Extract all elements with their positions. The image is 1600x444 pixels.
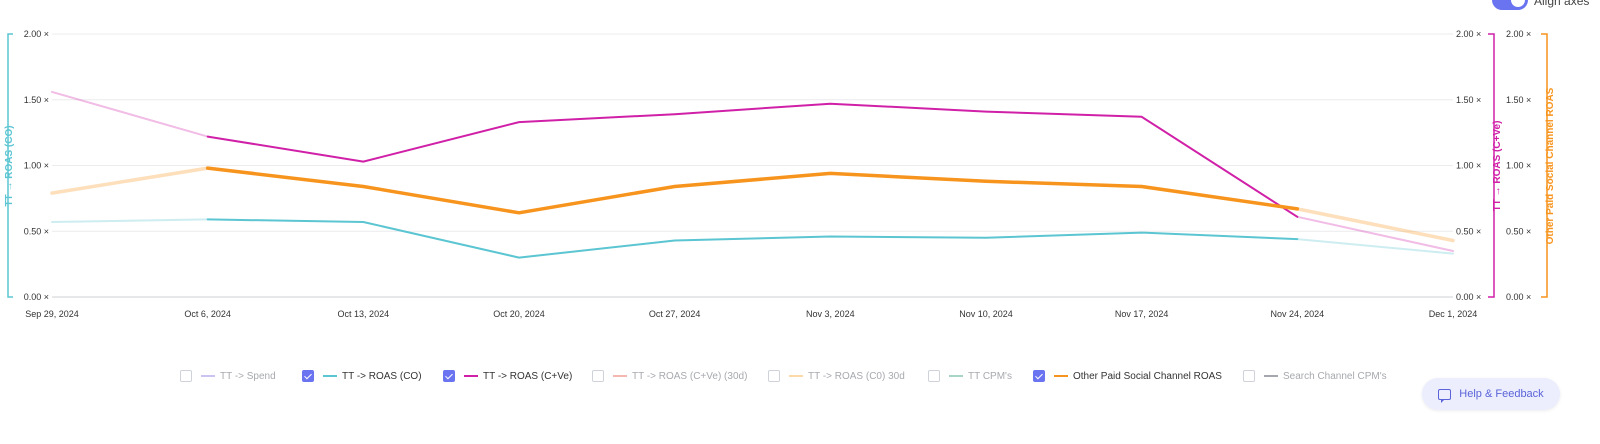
series-line-1 [206,102,1299,218]
x-tick-label: Dec 1, 2024 [1429,309,1478,319]
x-tick-label: Nov 24, 2024 [1271,309,1325,319]
legend-label: TT -> Spend [220,370,276,382]
x-tick-label: Oct 13, 2024 [338,309,390,319]
legend-item-tt-roas-cve[interactable]: TT -> ROAS (C+Ve) [443,366,572,386]
legend-checkbox[interactable] [1033,370,1045,382]
x-tick-label: Sep 29, 2024 [25,309,79,319]
series-line-faded-end [1296,215,1454,252]
legend-item-tt-roas-co[interactable]: TT -> ROAS (CO) [302,366,422,386]
x-tick-label: Nov 10, 2024 [959,309,1013,319]
legend-checkbox[interactable] [443,370,455,382]
legend-swatch [1054,375,1068,377]
legend-item-search-cpms[interactable]: Search Channel CPM's [1243,366,1387,386]
align-axes-label: Align axes [1534,0,1590,8]
legend-swatch [613,375,627,377]
x-tick-label: Oct 20, 2024 [493,309,545,319]
right-axis-2-title: Other Paid Social Channel ROAS [1545,87,1556,244]
series-line-faded-start [51,90,209,138]
right2-tick-label: 0.00 × [1506,292,1531,302]
legend-checkbox[interactable] [302,370,314,382]
left-tick-label: 0.50 × [24,226,49,236]
series-line-faded-start [51,218,209,223]
x-tick-label: Oct 6, 2024 [184,309,231,319]
series-line-faded-end [1295,207,1455,243]
right2-tick-label: 1.50 × [1506,95,1531,105]
legend-checkbox[interactable] [180,370,192,382]
x-tick-label: Nov 3, 2024 [806,309,855,319]
legend-checkbox[interactable] [592,370,604,382]
help-feedback-button[interactable]: Help & Feedback [1422,378,1560,410]
legend-checkbox[interactable] [768,370,780,382]
align-axes-toggle[interactable] [1492,0,1528,10]
right1-tick-label: 1.50 × [1456,95,1481,105]
right-axis-1-bracket [1488,33,1495,298]
legend-swatch [201,375,215,377]
left-axis-title: TT → ROAS (CO) [4,125,15,206]
right2-tick-label: 1.00 × [1506,161,1531,171]
legend: TT -> Spend TT -> ROAS (CO) TT -> ROAS (… [0,366,1600,386]
legend-label: TT -> ROAS (C+Ve) [483,370,573,382]
right1-tick-label: 2.00 × [1456,29,1481,39]
legend-item-other-paid-social[interactable]: Other Paid Social Channel ROAS [1033,366,1222,386]
left-tick-label: 0.00 × [24,292,49,302]
legend-swatch [464,375,478,377]
legend-label: TT -> ROAS (C+Ve) (30d) [632,370,748,382]
legend-label: TT -> ROAS (CO) [342,370,422,382]
legend-label: Search Channel CPM's [1283,370,1387,382]
legend-checkbox[interactable] [1243,370,1255,382]
legend-label: Other Paid Social Channel ROAS [1073,370,1222,382]
legend-item-tt-roas-c0-30d[interactable]: TT -> ROAS (C0) 30d [768,366,905,386]
right-axis-2-bracket [1541,33,1548,298]
right-axis-1-title: TT → ROAS (C+Ve) [1492,121,1503,212]
left-tick-label: 2.00 × [24,29,49,39]
series-line-0 [206,218,1299,259]
legend-label: TT CPM's [968,370,1012,382]
right1-tick-label: 0.00 × [1456,292,1481,302]
legend-swatch [323,375,337,377]
right2-tick-label: 2.00 × [1506,29,1531,39]
right2-tick-label: 0.50 × [1506,226,1531,236]
legend-item-tt-roas-cve-30d[interactable]: TT -> ROAS (C+Ve) (30d) [592,366,747,386]
legend-swatch [949,375,963,377]
series-line-2 [205,166,1300,215]
x-tick-label: Oct 27, 2024 [649,309,701,319]
legend-swatch [789,375,803,377]
help-feedback-label: Help & Feedback [1459,388,1544,400]
left-tick-label: 1.50 × [24,95,49,105]
legend-checkbox[interactable] [928,370,940,382]
legend-swatch [1264,375,1278,377]
chat-icon [1438,388,1452,403]
legend-item-tt-spend[interactable]: TT -> Spend [180,366,276,386]
legend-item-tt-cpms[interactable]: TT CPM's [928,366,1012,386]
toggle-knob [1511,0,1525,7]
legend-label: TT -> ROAS (C0) 30d [808,370,905,382]
left-axis-bracket [7,33,13,298]
right1-tick-label: 1.00 × [1456,161,1481,171]
x-tick-label: Nov 17, 2024 [1115,309,1169,319]
series-line-faded-start [50,166,210,195]
series-line-faded-end [1296,238,1454,255]
left-tick-label: 1.00 × [24,161,49,171]
right1-tick-label: 0.50 × [1456,226,1481,236]
